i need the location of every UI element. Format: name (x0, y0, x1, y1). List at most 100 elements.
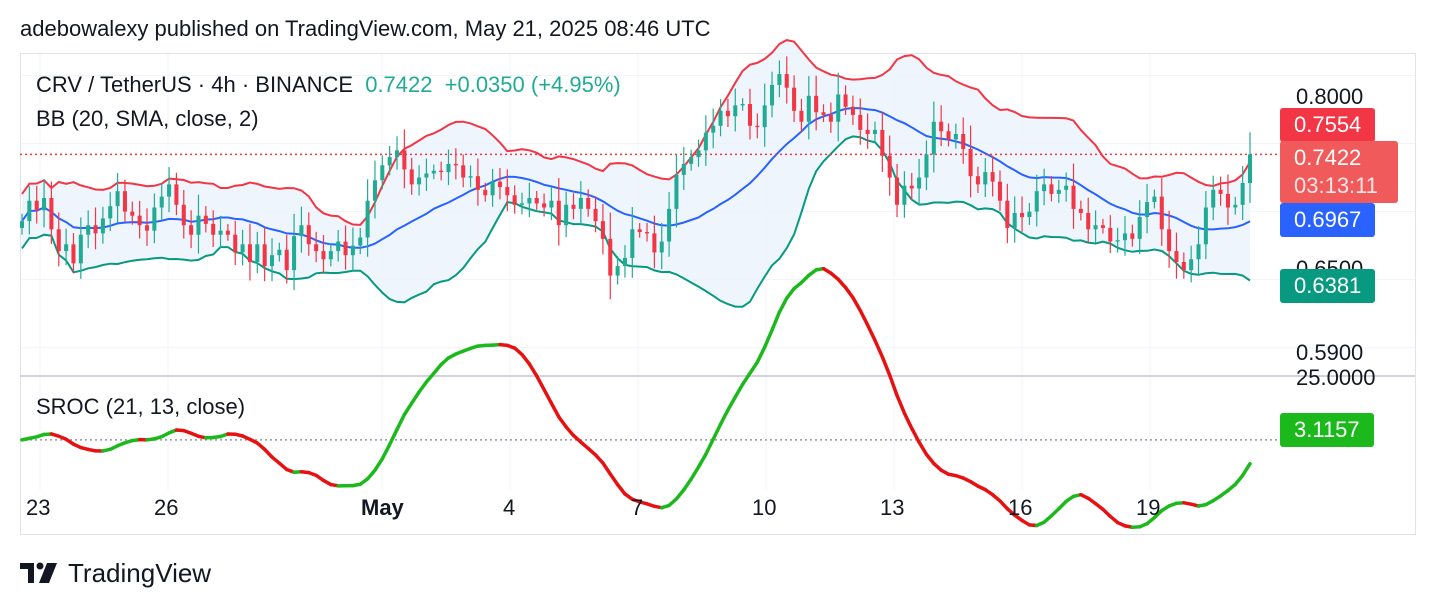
candle (828, 102, 833, 133)
sroc-segment (1233, 473, 1245, 487)
candle (872, 121, 878, 142)
candle-body (1122, 233, 1128, 241)
candle-body (64, 244, 69, 252)
sroc-segment (858, 308, 870, 327)
candle (733, 88, 738, 132)
candle (93, 207, 98, 250)
candle-body (365, 200, 370, 238)
bb-legend[interactable]: BB (20, SMA, close, 2) (36, 106, 259, 131)
sroc-segment (689, 465, 701, 481)
candle-body (549, 200, 554, 208)
candle-body (424, 173, 429, 178)
candle-body (1233, 204, 1238, 208)
candle (549, 186, 554, 221)
candle (233, 220, 238, 266)
candle (203, 206, 208, 233)
candle-body (343, 241, 348, 256)
candle-series (19, 56, 1253, 300)
candle-body (578, 197, 583, 209)
candle (975, 166, 980, 193)
sroc-segment (836, 277, 848, 290)
candle (446, 149, 451, 186)
candle (86, 210, 91, 249)
sroc-segment (549, 401, 561, 419)
sroc-legend[interactable]: SROC (21, 13, close) (36, 394, 246, 419)
candle-body (19, 221, 25, 228)
candle (755, 113, 760, 139)
candle (821, 104, 826, 123)
candle-body (520, 203, 525, 205)
candle (615, 256, 620, 285)
candle-body (137, 215, 142, 226)
sroc-segment (784, 286, 796, 300)
candle-body (1115, 240, 1120, 242)
candle (887, 135, 892, 196)
candle (542, 193, 547, 217)
candle (277, 242, 282, 262)
candle-body (990, 172, 995, 182)
candle-body (895, 177, 900, 205)
last-price-tag: 0.7422 03:13:11 (1280, 141, 1398, 203)
candle (652, 215, 657, 269)
candle-body (122, 191, 127, 212)
candle-body (777, 74, 782, 85)
candle (953, 123, 958, 149)
candle (365, 179, 370, 257)
candle (27, 185, 32, 235)
candle-body (358, 237, 363, 246)
sroc-segment (557, 415, 568, 429)
candle-body (130, 211, 135, 216)
candle (417, 165, 422, 196)
candle (703, 115, 708, 166)
candle (255, 231, 260, 274)
sroc-segment (704, 437, 715, 457)
sroc-segment (718, 408, 730, 426)
bollinger-basis-line (21, 106, 1251, 249)
candle (453, 148, 458, 180)
tradingview-brand[interactable]: TradingView (68, 557, 212, 588)
candle (137, 200, 142, 239)
candle-body (527, 197, 532, 204)
sroc-segment (682, 477, 693, 492)
candle (1034, 174, 1039, 227)
time-tick-label: 16 (1008, 495, 1033, 520)
candle (336, 229, 341, 262)
candle-body (483, 189, 488, 196)
candle-body (1189, 259, 1194, 271)
candle-body (799, 110, 804, 122)
candle (1086, 197, 1091, 244)
candle-body (1027, 211, 1032, 218)
candle (902, 171, 907, 218)
candle-body (439, 170, 444, 173)
candle (1181, 252, 1186, 279)
candle-body (740, 104, 745, 106)
symbol-legend[interactable]: CRV / TetherUS · 4h · BINANCE 0.7422 +0.… (36, 72, 621, 98)
candle-body (240, 244, 245, 253)
candle (1115, 227, 1120, 253)
candle (1203, 191, 1208, 260)
candle-body (461, 165, 466, 178)
candle (814, 75, 819, 131)
candle (689, 149, 694, 171)
candle (424, 158, 429, 191)
candle-body (975, 176, 980, 185)
candle (314, 231, 319, 263)
candle-body (755, 125, 760, 128)
candle-body (299, 225, 304, 237)
candle-body (880, 129, 885, 156)
tradingview-logo-icon[interactable] (20, 560, 60, 586)
sroc-segment (520, 352, 532, 366)
candle (189, 210, 194, 249)
candle-body (1196, 244, 1201, 260)
candle-body (814, 95, 819, 113)
candle (1005, 183, 1010, 244)
candle (497, 168, 502, 200)
candle (622, 245, 627, 278)
candle-body (34, 200, 39, 211)
candle-body (571, 204, 576, 209)
candle (299, 206, 304, 253)
candle (1071, 163, 1076, 229)
candle (939, 105, 944, 147)
time-tick-label: 4 (503, 495, 516, 520)
